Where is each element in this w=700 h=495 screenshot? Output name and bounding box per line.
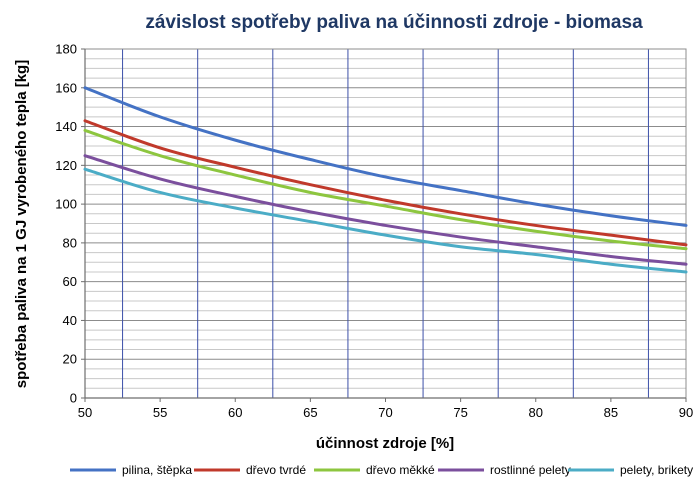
y-tick-label: 60	[63, 274, 77, 289]
x-tick-label: 60	[228, 405, 242, 420]
series-line-1	[83, 119, 688, 247]
x-tick-label: 65	[303, 405, 317, 420]
series-line-0	[83, 86, 688, 227]
y-tick-label: 20	[63, 352, 77, 367]
y-tick-label: 80	[63, 235, 77, 250]
series-lines	[83, 86, 688, 274]
y-tick-label: 40	[63, 313, 77, 328]
y-tick-label: 180	[55, 42, 77, 57]
x-tick-label: 50	[78, 405, 92, 420]
series-line-3	[83, 154, 688, 266]
y-axis-title: spotřeba paliva na 1 GJ vyrobeného tepla…	[13, 60, 30, 388]
x-axis-title: účinnost zdroje [%]	[316, 435, 454, 452]
x-tick-label: 80	[529, 405, 543, 420]
chart-title: závislost spotřeby paliva na účinnosti z…	[145, 12, 643, 33]
y-tick-label: 120	[55, 158, 77, 173]
y-tick-label: 140	[55, 119, 77, 134]
y-tick-label: 160	[55, 80, 77, 95]
series-line-4	[83, 167, 688, 274]
x-tick-label: 55	[153, 405, 167, 420]
x-tick-label: 75	[453, 405, 467, 420]
axes: 0 20 40 60 80 100 120 140 160 180 50 55 60 65 70 75 80 85…	[55, 42, 693, 421]
legend: pilina, štěpka dřevo tvrdé dřevo měkké rost…	[70, 463, 693, 477]
legend-label-2: dřevo měkké	[366, 463, 435, 477]
y-tick-label: 0	[70, 391, 77, 406]
series-line-2	[83, 128, 688, 251]
legend-label-0: pilina, štěpka	[122, 463, 192, 477]
x-tick-label: 90	[679, 405, 693, 420]
x-tick-label: 85	[604, 405, 618, 420]
legend-label-3: rostlinné pelety	[490, 463, 571, 477]
x-tick-label: 70	[378, 405, 392, 420]
y-tick-label: 100	[55, 197, 77, 212]
legend-label-1: dřevo tvrdé	[246, 463, 306, 477]
legend-label-4: pelety, brikety	[620, 463, 693, 477]
grid	[85, 48, 686, 399]
